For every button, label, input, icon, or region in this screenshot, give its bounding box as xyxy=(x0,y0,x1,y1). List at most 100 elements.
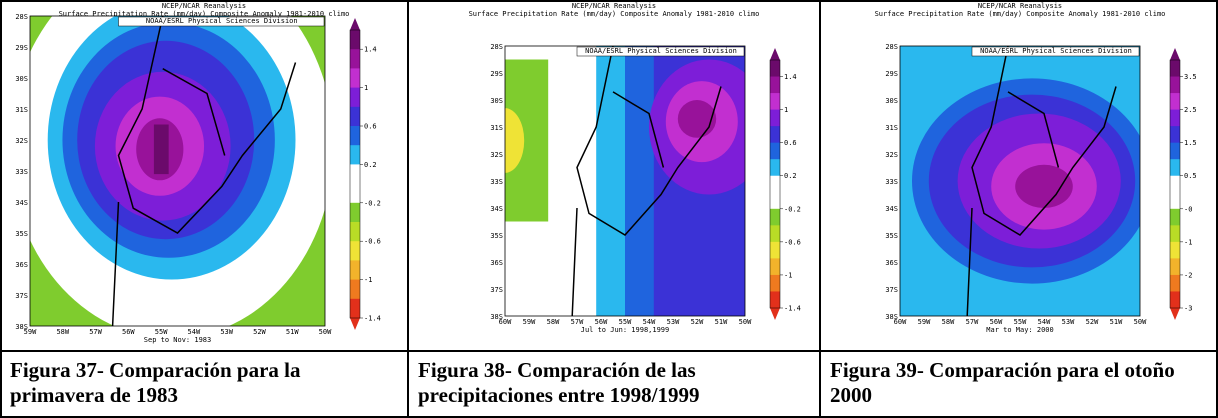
x-label: 55W xyxy=(155,328,168,336)
cb-top xyxy=(770,48,780,60)
x-label: 57W xyxy=(571,318,584,326)
cb-step xyxy=(350,87,360,108)
cb-step xyxy=(1170,60,1180,78)
cb-step xyxy=(350,260,360,281)
credit: NOAA/ESRL Physical Sciences Division xyxy=(585,47,737,55)
y-label: 36S xyxy=(15,261,28,269)
contour xyxy=(677,100,717,138)
y-label: 30S xyxy=(885,97,898,105)
source: NCEP/NCAR Reanalysis xyxy=(978,2,1062,10)
cb-label: 1.5 xyxy=(1184,139,1197,147)
period: Jul to Jun: 1998,1999 xyxy=(581,326,670,334)
y-label: 32S xyxy=(885,151,898,159)
x-label: 58W xyxy=(547,318,560,326)
cb-step xyxy=(770,274,780,292)
cb-label: 3.5 xyxy=(1184,73,1197,81)
y-label: 30S xyxy=(490,97,503,105)
x-label: 50W xyxy=(739,318,752,326)
y-label: 34S xyxy=(885,205,898,213)
y-label: 33S xyxy=(490,178,503,186)
x-label: 52W xyxy=(691,318,704,326)
x-label: 50W xyxy=(1134,318,1147,326)
x-label: 55W xyxy=(619,318,632,326)
y-label: 34S xyxy=(490,205,503,213)
cb-label: -2 xyxy=(1184,271,1192,279)
cb-label: -1 xyxy=(364,276,372,284)
x-label: 56W xyxy=(122,328,135,336)
cb-label: -3 xyxy=(1184,305,1192,313)
credit: NOAA/ESRL Physical Sciences Division xyxy=(146,17,298,25)
source: NCEP/NCAR Reanalysis xyxy=(162,2,246,10)
cb-label: 1.4 xyxy=(784,73,797,81)
cb-step xyxy=(770,159,780,177)
y-label: 29S xyxy=(885,70,898,78)
caption: Figura 38- Comparación de las precipitac… xyxy=(418,358,700,407)
y-label: 33S xyxy=(15,168,28,176)
cb-step xyxy=(770,109,780,127)
y-label: 30S xyxy=(15,75,28,83)
y-label: 35S xyxy=(15,230,28,238)
y-label: 36S xyxy=(885,259,898,267)
source: NCEP/NCAR Reanalysis xyxy=(572,2,656,10)
cb-step xyxy=(770,208,780,226)
period: Mar to May: 2000 xyxy=(986,326,1053,334)
cb-step xyxy=(350,106,360,127)
cb-step xyxy=(1170,241,1180,259)
cb-step xyxy=(350,126,360,146)
cb-bottom xyxy=(350,318,360,330)
x-label: 53W xyxy=(220,328,233,336)
cb-step xyxy=(770,76,780,94)
y-label: 37S xyxy=(885,286,898,294)
x-label: 55W xyxy=(1014,318,1027,326)
cb-step xyxy=(770,142,780,160)
y-label: 34S xyxy=(15,199,28,207)
cb-step xyxy=(1170,142,1180,160)
cb-step xyxy=(770,126,780,144)
cb-label: -1 xyxy=(784,271,792,279)
cb-step xyxy=(1170,126,1180,144)
period: Sep to Nov: 1983 xyxy=(144,336,211,344)
x-label: 60W xyxy=(894,318,907,326)
x-label: 59W xyxy=(24,328,37,336)
cb-label: 0.6 xyxy=(784,139,797,147)
x-label: 54W xyxy=(1038,318,1051,326)
cb-step xyxy=(770,291,780,309)
cb-step xyxy=(1170,192,1180,210)
cb-label: -1.4 xyxy=(364,315,381,323)
y-label: 28S xyxy=(490,43,503,51)
cb-step xyxy=(770,93,780,111)
x-label: 60W xyxy=(499,318,512,326)
x-label: 56W xyxy=(990,318,1003,326)
y-label: 32S xyxy=(15,137,28,145)
y-label: 29S xyxy=(15,44,28,52)
cb-label: -1 xyxy=(1184,238,1192,246)
x-label: 53W xyxy=(667,318,680,326)
x-label: 58W xyxy=(942,318,955,326)
cb-step xyxy=(1170,258,1180,276)
x-label: 51W xyxy=(286,328,299,336)
cb-step xyxy=(770,192,780,210)
cb-label: 0.6 xyxy=(364,123,377,131)
x-label: 59W xyxy=(918,318,931,326)
y-label: 31S xyxy=(885,124,898,132)
contour xyxy=(1015,164,1073,208)
cb-step xyxy=(350,145,360,165)
y-label: 33S xyxy=(885,178,898,186)
cb-step xyxy=(1170,159,1180,177)
cb-label: -0.6 xyxy=(364,238,381,246)
cb-top xyxy=(350,18,360,30)
cb-label: 0.2 xyxy=(784,172,797,180)
x-label: 58W xyxy=(56,328,69,336)
y-label: 29S xyxy=(490,70,503,78)
cb-step xyxy=(1170,225,1180,243)
cb-label: 2.5 xyxy=(1184,106,1197,114)
y-label: 35S xyxy=(490,232,503,240)
cb-label: -0.2 xyxy=(364,199,381,207)
cb-step xyxy=(350,279,360,300)
cb-step xyxy=(1170,93,1180,111)
y-label: 28S xyxy=(15,13,28,21)
x-label: 57W xyxy=(966,318,979,326)
